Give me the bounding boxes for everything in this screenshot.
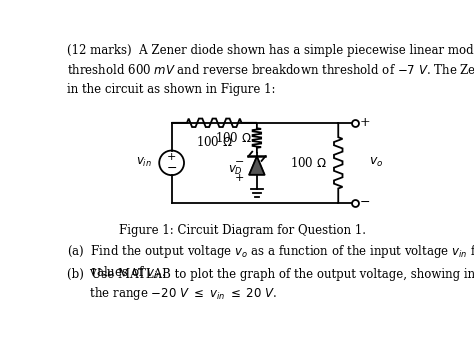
Text: +: + <box>235 173 245 183</box>
Text: (b)  Use MATLAB to plot the graph of the output voltage, showing input voltages : (b) Use MATLAB to plot the graph of the … <box>67 268 474 302</box>
Text: 100 $\Omega$: 100 $\Omega$ <box>215 131 252 145</box>
Text: −: − <box>360 195 371 209</box>
Text: 100 $\Omega$: 100 $\Omega$ <box>291 156 327 170</box>
Text: 100 $\Omega$: 100 $\Omega$ <box>196 135 233 149</box>
Text: $v_o$: $v_o$ <box>369 156 383 169</box>
Text: +: + <box>360 116 371 129</box>
Text: Figure 1: Circuit Diagram for Question 1.: Figure 1: Circuit Diagram for Question 1… <box>119 224 366 237</box>
Text: $v_D$: $v_D$ <box>228 164 243 177</box>
Text: (12 marks)  A Zener diode shown has a simple piecewise linear model with forward: (12 marks) A Zener diode shown has a sim… <box>67 44 474 96</box>
Text: $v_{in}$: $v_{in}$ <box>136 156 152 169</box>
Polygon shape <box>249 156 264 175</box>
Text: +: + <box>167 152 176 162</box>
Text: (a)  Find the output voltage $v_o$ as a function of the input voltage $v_{in}$ f: (a) Find the output voltage $v_o$ as a f… <box>67 243 474 281</box>
Text: −: − <box>166 162 177 175</box>
Text: −: − <box>235 157 245 167</box>
